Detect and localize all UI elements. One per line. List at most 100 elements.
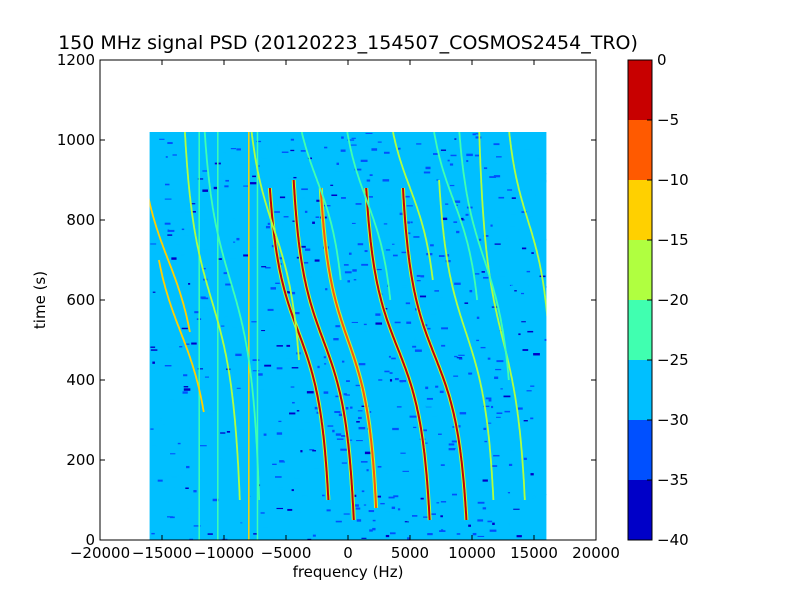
noise-pixel	[428, 152, 431, 155]
noise-pixel	[414, 337, 417, 340]
noise-pixel	[218, 294, 223, 296]
noise-pixel	[291, 367, 299, 369]
noise-pixel	[389, 379, 393, 382]
noise-pixel	[458, 357, 463, 360]
noise-pixel	[425, 386, 429, 390]
noise-pixel	[182, 327, 185, 329]
noise-pixel	[176, 211, 182, 214]
noise-pixel	[530, 414, 535, 416]
noise-pixel	[335, 433, 342, 436]
noise-pixel	[239, 164, 247, 166]
colorbar-tick-label: −40	[657, 531, 689, 549]
noise-pixel	[464, 284, 468, 288]
noise-pixel	[252, 359, 260, 362]
noise-pixel	[400, 452, 406, 454]
noise-pixel	[164, 479, 168, 481]
noise-pixel	[531, 304, 536, 306]
noise-pixel	[315, 451, 321, 454]
noise-pixel	[366, 179, 371, 182]
noise-pixel	[508, 463, 513, 466]
noise-pixel	[523, 420, 528, 422]
noise-pixel	[326, 509, 331, 512]
noise-pixel	[181, 504, 185, 507]
noise-pixel	[527, 397, 531, 400]
noise-pixel	[533, 353, 540, 356]
noise-pixel	[156, 445, 161, 448]
noise-pixel	[427, 269, 433, 272]
noise-pixel	[157, 176, 162, 178]
doppler-trace	[433, 132, 478, 301]
noise-pixel	[487, 516, 493, 519]
noise-pixel	[201, 379, 208, 381]
noise-pixel	[358, 426, 366, 430]
noise-pixel	[291, 291, 296, 295]
noise-pixel	[163, 264, 167, 266]
noise-pixel	[167, 187, 175, 190]
colorbar-segment	[628, 120, 652, 180]
noise-pixel	[494, 376, 499, 380]
noise-pixel	[229, 205, 234, 207]
noise-pixel	[396, 406, 402, 408]
doppler-trace	[250, 132, 300, 361]
noise-pixel	[391, 506, 396, 510]
noise-pixel	[429, 513, 436, 515]
noise-pixel	[365, 132, 373, 134]
noise-pixel	[252, 493, 259, 496]
noise-pixel	[202, 503, 207, 506]
noise-pixel	[164, 258, 168, 260]
noise-pixel	[301, 188, 308, 191]
noise-pixel	[396, 528, 403, 531]
noise-pixel	[300, 335, 307, 338]
noise-pixel	[409, 460, 413, 463]
noise-pixel	[403, 377, 409, 380]
noise-pixel	[477, 535, 485, 537]
noise-pixel	[216, 303, 222, 306]
noise-pixel	[270, 428, 275, 431]
noise-pixel	[236, 237, 240, 241]
x-tick-label: −15000	[132, 544, 192, 562]
noise-pixel	[168, 509, 174, 512]
noise-pixel	[375, 313, 381, 316]
noise-pixel	[343, 282, 347, 284]
noise-pixel	[258, 495, 266, 498]
noise-pixel	[363, 323, 367, 326]
noise-pixel	[162, 241, 165, 244]
noise-pixel	[523, 457, 527, 460]
noise-pixel	[218, 135, 222, 138]
noise-pixel	[211, 159, 214, 162]
noise-pixel	[294, 430, 300, 433]
noise-pixel	[485, 397, 492, 400]
noise-pixel	[175, 448, 183, 451]
noise-pixel	[357, 243, 364, 246]
noise-pixel	[408, 330, 415, 333]
noise-pixel	[293, 176, 297, 179]
noise-pixel	[243, 254, 249, 257]
noise-pixel	[360, 159, 368, 162]
noise-pixel	[206, 221, 210, 223]
noise-pixel	[507, 460, 514, 462]
noise-pixel	[525, 537, 531, 540]
x-tick-label: −10000	[194, 544, 254, 562]
noise-pixel	[290, 386, 295, 388]
noise-pixel	[355, 203, 362, 205]
doppler-trace	[149, 198, 191, 333]
noise-pixel	[174, 535, 178, 537]
noise-pixel	[358, 463, 366, 466]
noise-pixel	[186, 143, 191, 146]
noise-pixel	[281, 151, 289, 153]
noise-pixel	[295, 312, 300, 315]
noise-pixel	[456, 357, 463, 359]
noise-pixel	[355, 507, 361, 510]
noise-pixel	[307, 272, 311, 274]
noise-pixel	[206, 410, 213, 412]
noise-pixel	[513, 436, 516, 438]
noise-pixel	[341, 171, 345, 174]
noise-pixel	[216, 458, 223, 461]
noise-pixel	[179, 177, 182, 180]
noise-pixel	[509, 225, 516, 227]
noise-pixel	[353, 279, 357, 281]
noise-pixel	[328, 149, 334, 151]
noise-pixel	[479, 451, 482, 455]
noise-pixel	[445, 376, 451, 379]
noise-pixel	[309, 449, 315, 451]
